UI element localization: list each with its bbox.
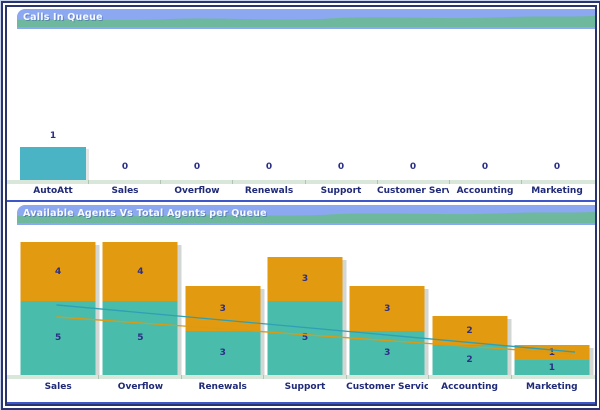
axis-tick xyxy=(89,180,162,184)
category-label-overflow: Overflow xyxy=(117,382,164,392)
axis-tick xyxy=(429,375,512,379)
segment-available-agents-renewals: 3 xyxy=(185,330,261,375)
category-label-marketing: Marketing xyxy=(526,382,578,392)
category-label-renewals: Renewals xyxy=(198,382,247,392)
window-inner-frame: Calls In Queue 1 0 0 0 0 0 0 0 AutoAtt Sales Over… xyxy=(5,5,597,406)
agents-x-axis-baseline xyxy=(7,375,595,379)
axis-tick xyxy=(161,180,234,184)
agents-per-queue-header: Available Agents Vs Total Agents per Que… xyxy=(17,205,595,225)
axis-tick xyxy=(17,375,100,379)
value-label-customer-servic: 0 xyxy=(409,162,417,172)
bar-autoatt xyxy=(20,147,86,180)
category-label-overflow: Overflow xyxy=(174,186,220,196)
axis-tick xyxy=(17,180,90,184)
segment-total-agents-accounting: 2 xyxy=(432,315,508,346)
chart-column-sales: 0 xyxy=(89,29,161,180)
axis-tick xyxy=(264,375,347,379)
segment-available-agents-sales: 5 xyxy=(20,301,96,375)
value-label-marketing: 0 xyxy=(553,162,561,172)
calls-x-axis-baseline xyxy=(7,180,595,184)
axis-tick xyxy=(347,375,430,379)
value-label-accounting: 0 xyxy=(481,162,489,172)
value-label-sales: 0 xyxy=(121,162,129,172)
segment-available-agents-accounting: 2 xyxy=(432,345,508,375)
value-label-support: 0 xyxy=(337,162,345,172)
header-wave-decoration xyxy=(17,212,595,223)
agents-per-queue-panel: Available Agents Vs Total Agents per Que… xyxy=(7,205,595,404)
category-label-customer-servic: Customer Servic xyxy=(377,186,449,196)
segment-total-agents-support: 3 xyxy=(267,256,343,302)
agents-panel-underline xyxy=(7,402,595,404)
agents-axis-ticks xyxy=(17,375,593,379)
chart-column-support: 0 xyxy=(305,29,377,180)
segment-available-agents-overflow: 5 xyxy=(102,301,178,375)
calls-in-queue-header: Calls In Queue xyxy=(17,9,595,29)
chart-column-renewals: 0 xyxy=(233,29,305,180)
panel-title-agents-per-queue: Available Agents Vs Total Agents per Que… xyxy=(23,208,267,219)
calls-in-queue-plot: 1 0 0 0 0 0 0 0 xyxy=(7,29,595,180)
axis-tick xyxy=(512,375,593,379)
segment-total-agents-sales: 4 xyxy=(20,242,96,302)
panel-title-calls-in-queue: Calls In Queue xyxy=(23,12,103,23)
axis-tick xyxy=(306,180,378,184)
category-label-accounting: Accounting xyxy=(456,186,514,196)
category-label-support: Support xyxy=(320,186,362,196)
chart-column-marketing: 0 xyxy=(521,29,593,180)
axis-tick xyxy=(522,180,593,184)
category-label-accounting: Accounting xyxy=(441,382,498,392)
category-label-renewals: Renewals xyxy=(244,186,294,196)
calls-in-queue-columns: 1 0 0 0 0 0 0 0 xyxy=(17,29,593,180)
chart-column-autoatt: 1 xyxy=(17,29,89,180)
category-label-sales: Sales xyxy=(44,382,72,392)
value-label-renewals: 0 xyxy=(265,162,273,172)
segment-available-agents-customer-servic: 3 xyxy=(349,330,425,375)
header-wave-decoration xyxy=(17,16,595,27)
segment-available-agents-marketing: 1 xyxy=(514,360,590,375)
chart-column-customer-servic: 0 xyxy=(377,29,449,180)
calls-panel-underline xyxy=(7,200,595,202)
category-label-support: Support xyxy=(284,382,326,392)
value-label-overflow: 0 xyxy=(193,162,201,172)
category-label-customer-servic: Customer Servic xyxy=(346,382,429,392)
calls-category-labels: AutoAtt Sales Overflow Renewals Support Custo… xyxy=(7,184,595,200)
segment-available-agents-support: 5 xyxy=(267,301,343,375)
chart-column-accounting: 0 xyxy=(449,29,521,180)
chart-column-overflow: 0 xyxy=(161,29,233,180)
category-label-autoatt: AutoAtt xyxy=(33,186,73,196)
axis-tick xyxy=(99,375,182,379)
segment-total-agents-customer-servic: 3 xyxy=(349,286,425,331)
calls-in-queue-panel: Calls In Queue 1 0 0 0 0 0 0 0 AutoAtt Sales Over… xyxy=(7,9,595,202)
axis-tick xyxy=(450,180,522,184)
axis-tick xyxy=(378,180,450,184)
segment-total-agents-renewals: 3 xyxy=(185,286,261,331)
agents-category-labels: Sales Overflow Renewals Support Customer Ser… xyxy=(7,379,595,397)
segment-total-agents-marketing: 1 xyxy=(514,345,590,361)
category-label-sales: Sales xyxy=(111,186,139,196)
category-label-marketing: Marketing xyxy=(531,186,583,196)
segment-total-agents-overflow: 4 xyxy=(102,242,178,302)
axis-tick xyxy=(233,180,306,184)
value-label-autoatt: 1 xyxy=(49,131,57,141)
axis-tick xyxy=(182,375,265,379)
calls-axis-ticks xyxy=(17,180,593,184)
